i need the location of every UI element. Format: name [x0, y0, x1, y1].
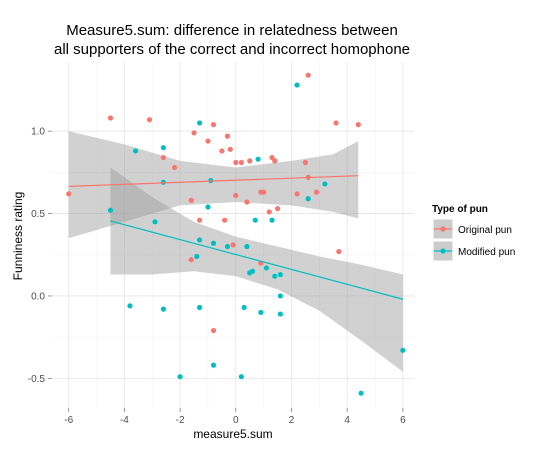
data-point-original-pun	[191, 130, 197, 136]
data-point-modified-pun	[277, 271, 283, 278]
chart-title-line-1: Measure5.sum: difference in relatedness …	[66, 22, 398, 39]
data-point-original-pun	[355, 122, 361, 128]
plot-area: -6 -4 -2 0 2 4 6 -0.5 0.0 0.5 1.0	[28, 62, 414, 426]
data-point-original-pun	[305, 72, 311, 78]
data-point-original-pun	[233, 192, 239, 199]
data-point-modified-pun	[277, 311, 283, 317]
x-tick-label: 2	[289, 415, 295, 426]
data-point-original-pun	[261, 189, 267, 195]
legend: Type of pun Original pun Modified pun	[432, 204, 515, 262]
x-tick-label: 4	[344, 415, 350, 426]
data-point-original-pun	[222, 217, 228, 223]
data-point-original-pun	[244, 199, 250, 205]
data-point-modified-pun	[258, 309, 264, 316]
confidence-band-modified-pun	[110, 167, 403, 372]
data-point-modified-pun	[194, 253, 200, 260]
data-point-modified-pun	[160, 179, 166, 185]
data-point-modified-pun	[127, 303, 133, 309]
data-point-modified-pun	[269, 217, 275, 223]
data-point-modified-pun	[160, 306, 166, 312]
legend-key-modified-pun	[432, 240, 454, 262]
data-point-modified-pun	[210, 362, 217, 368]
data-point-modified-pun	[238, 374, 244, 380]
y-axis-label: Funniness rating	[11, 192, 25, 281]
data-point-original-pun	[66, 191, 72, 197]
data-point-modified-pun	[358, 390, 364, 396]
x-tick-label: 0	[233, 415, 239, 426]
x-tick-label: 6	[400, 415, 406, 426]
plot-panel-background	[52, 62, 414, 408]
data-point-modified-pun	[177, 374, 183, 380]
data-point-original-pun	[227, 146, 233, 152]
data-point-original-pun	[188, 197, 194, 203]
data-point-original-pun	[160, 154, 166, 161]
data-point-original-pun	[205, 138, 211, 144]
data-point-modified-pun	[196, 120, 203, 126]
data-point-modified-pun	[249, 268, 256, 274]
data-point-modified-pun	[272, 273, 278, 279]
data-point-modified-pun	[263, 265, 270, 271]
confidence-band-original-pun	[68, 131, 359, 239]
data-point-modified-pun	[252, 217, 258, 223]
data-point-original-pun	[247, 158, 253, 164]
x-tick-label: -2	[176, 415, 185, 426]
legend-label-modified-pun: Modified pun	[458, 247, 515, 258]
data-point-modified-pun	[224, 243, 231, 250]
data-point-original-pun	[224, 133, 231, 139]
y-tick-label: -0.5	[28, 374, 46, 385]
data-point-original-pun	[233, 159, 239, 166]
data-point-original-pun	[210, 327, 217, 334]
data-point-original-pun	[272, 158, 278, 164]
data-point-original-pun	[238, 159, 244, 166]
data-point-modified-pun	[241, 304, 247, 311]
y-tick-label: 0.5	[31, 209, 45, 220]
data-point-modified-pun	[107, 207, 114, 213]
data-point-modified-pun	[294, 82, 300, 88]
data-point-original-pun	[107, 115, 114, 121]
data-point-modified-pun	[244, 243, 250, 250]
data-point-original-pun	[188, 257, 194, 263]
data-point-modified-pun	[132, 148, 139, 154]
data-point-original-pun	[274, 206, 281, 212]
data-point-modified-pun	[400, 347, 406, 353]
data-point-original-pun	[210, 122, 217, 128]
chart-title-line-2: all supporters of the correct and incorr…	[54, 41, 410, 58]
data-point-modified-pun	[277, 293, 283, 299]
x-tick-label: -6	[64, 415, 73, 426]
data-point-modified-pun	[205, 204, 211, 210]
data-point-modified-pun	[196, 237, 203, 243]
legend-key-original-pun	[432, 218, 454, 240]
data-point-modified-pun	[305, 196, 311, 202]
data-point-modified-pun	[152, 219, 158, 225]
data-point-original-pun	[266, 209, 272, 215]
data-point-original-pun	[333, 120, 339, 126]
legend-dot-original-pun	[440, 226, 446, 232]
x-axis-label: measure5.sum	[193, 427, 272, 441]
legend-label-original-pun: Original pun	[458, 225, 512, 236]
data-point-original-pun	[171, 164, 178, 171]
y-tick-label: 0.0	[31, 291, 45, 302]
data-point-original-pun	[336, 248, 342, 255]
data-point-original-pun	[196, 217, 203, 223]
y-tick-label: 1.0	[31, 127, 45, 138]
x-tick-label: -4	[120, 415, 129, 426]
data-point-modified-pun	[255, 156, 261, 162]
legend-dot-modified-pun	[440, 248, 446, 254]
data-point-original-pun	[230, 242, 236, 248]
data-point-modified-pun	[160, 145, 166, 151]
data-point-original-pun	[313, 189, 320, 195]
data-point-modified-pun	[196, 304, 203, 311]
legend-title: Type of pun	[432, 204, 488, 215]
data-point-original-pun	[146, 117, 153, 123]
data-point-original-pun	[302, 159, 308, 166]
data-point-modified-pun	[210, 240, 217, 246]
data-point-original-pun	[294, 191, 300, 197]
data-point-modified-pun	[322, 181, 328, 187]
data-point-original-pun	[219, 148, 225, 154]
fit-line-modified-pun	[110, 220, 404, 300]
fit-line-original-pun	[68, 175, 359, 187]
